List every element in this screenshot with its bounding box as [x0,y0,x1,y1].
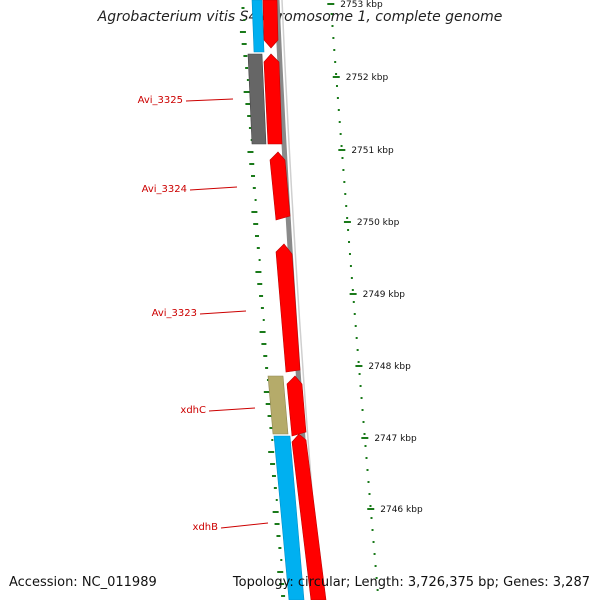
kbp-label: 2750 kbp [357,218,400,228]
gene-label-xdhb[interactable]: xdhB [193,522,219,533]
gene-feature-red-top[interactable] [262,0,279,49]
kbp-label: 2752 kbp [346,73,389,83]
kbp-label: 2751 kbp [351,146,394,156]
gene-feature-top-cyan[interactable] [251,0,265,53]
gene-feature-avi3323[interactable] [275,243,301,373]
gene-label-leader [185,98,234,102]
gene-feature-xdhb[interactable] [291,433,327,600]
gene-label-leader [199,310,247,315]
gene-label-avi3323[interactable]: Avi_3323 [152,308,197,319]
kbp-label: 2747 kbp [374,434,417,444]
gene-features [247,0,327,600]
map-title: Agrobacterium vitis S4 chromosome 1, com… [97,9,503,25]
gene-label-xdhc[interactable]: xdhC [180,405,206,416]
gene-label-leader [208,407,256,412]
gene-feature-red-a[interactable] [263,53,283,145]
gene-feature-xdhb-cyan[interactable] [273,435,305,600]
kbp-label: 2753 kbp [340,0,383,10]
gene-feature-avi3324[interactable] [269,151,291,221]
kbp-label: 2749 kbp [363,290,406,300]
gene-feature-xdhc-olive[interactable] [267,375,289,435]
kbp-scale: 2753 kbp 2752 kbp 2751 kbp 2750 kbp 2749 kbp… [327,0,423,515]
gc-skew-ticks [239,7,379,597]
gene-feature-avi3325[interactable] [247,53,267,145]
gene-label-avi3324[interactable]: Avi_3324 [142,184,187,195]
gene-label-layer: Avi_3325 Avi_3324 Avi_3323 xdhC xdhB [138,95,269,533]
topology-stats: Topology: circular; Length: 3,726,375 bp… [232,575,590,590]
gene-label-leader [189,186,238,191]
gene-label-avi3325[interactable]: Avi_3325 [138,95,183,106]
gene-label-leader [220,522,269,529]
kbp-label: 2746 kbp [380,505,423,515]
accession-text: Accession: NC_011989 [9,575,157,590]
kbp-label: 2748 kbp [368,362,411,372]
gene-feature-xdhc[interactable] [286,375,307,437]
